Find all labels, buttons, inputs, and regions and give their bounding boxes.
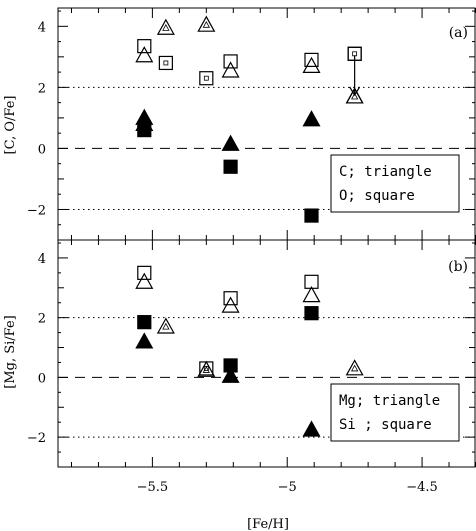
inner-triangle-mark (350, 364, 359, 372)
y-tick-label: 0 (38, 371, 46, 386)
legend-entry: Mg; triangle (339, 393, 440, 409)
y-tick-label: 2 (38, 81, 46, 96)
inner-triangle-mark (202, 366, 210, 373)
open-triangle-marker (302, 286, 321, 303)
dotted-triangle-marker (197, 15, 216, 32)
plot-frame (57, 239, 476, 468)
filled-triangle-marker (302, 420, 321, 437)
filled-triangle-marker (135, 332, 154, 349)
upper-limit-arrowhead (349, 86, 361, 97)
panel-label: (b) (448, 259, 468, 275)
filled-square-marker (223, 159, 238, 174)
panel-b: −2 0 2 4 −5.5 −5 −4.5 [Mg, Si/Fe] (b) Mg; triangl… (3, 239, 476, 495)
x-tick-label: −5 (278, 480, 297, 495)
dotted-triangle-marker (345, 359, 364, 376)
dotted-triangle-marker (156, 18, 175, 35)
dotted-triangle-marker (197, 360, 216, 377)
filled-triangle-marker (302, 110, 321, 127)
open-triangle-marker (302, 56, 321, 74)
y-tick-label: −2 (27, 203, 46, 218)
dotted-triangle-marker (345, 87, 364, 104)
y-tick-label: 0 (38, 142, 46, 157)
y-tick-label: 2 (38, 312, 46, 327)
y-axis-label: [Mg, Si/Fe] (3, 315, 18, 389)
legend-box (330, 154, 460, 213)
filled-square-marker (223, 358, 238, 373)
legend-entry: C; triangle (339, 164, 432, 180)
dotted-triangle-marker (156, 317, 175, 334)
filled-square-marker (304, 208, 319, 223)
inner-triangle-mark (162, 322, 170, 330)
inner-triangle-mark (202, 20, 210, 28)
y-tick-label: −2 (27, 431, 46, 446)
legend-box (330, 383, 460, 442)
open-square-marker (223, 54, 238, 69)
filled-square-marker (137, 123, 152, 138)
inner-square-mark (163, 60, 169, 66)
inner-square-mark (203, 366, 209, 371)
open-square-marker (304, 274, 319, 289)
inner-triangle-mark (162, 24, 170, 31)
panel-label: (a) (449, 25, 468, 41)
filled-square-marker (137, 315, 152, 330)
filled-triangle-marker (221, 134, 240, 151)
legend-entry: O; square (339, 188, 415, 204)
open-triangle-marker (221, 61, 240, 78)
dotted-square-marker (199, 71, 214, 86)
open-square-marker (137, 39, 152, 54)
inner-square-mark (203, 75, 209, 81)
open-triangle-marker (135, 46, 154, 63)
legend-entry: Si ; square (339, 417, 432, 433)
y-tick-label: 4 (38, 20, 46, 35)
x-tick-label: −5.5 (137, 480, 169, 495)
filled-triangle-marker (221, 366, 240, 383)
open-square-marker (223, 291, 238, 306)
filled-square-marker (304, 306, 319, 321)
x-tick-label: −4.5 (406, 480, 438, 495)
open-triangle-marker (135, 272, 154, 289)
y-tick-label: 4 (38, 252, 46, 267)
dotted-square-marker (199, 361, 214, 376)
inner-triangle-mark (350, 92, 359, 100)
inner-square-mark (352, 51, 358, 57)
dotted-square-marker (158, 55, 173, 71)
open-square-marker (137, 265, 152, 280)
y-axis-label: [C, O/Fe] (3, 96, 18, 155)
panel-a: −2 0 2 4 [C, O/Fe] (a) C; triangle O; square (3, 7, 476, 241)
open-square-marker (304, 52, 319, 67)
x-axis-label: [Fe/H] (247, 517, 289, 531)
